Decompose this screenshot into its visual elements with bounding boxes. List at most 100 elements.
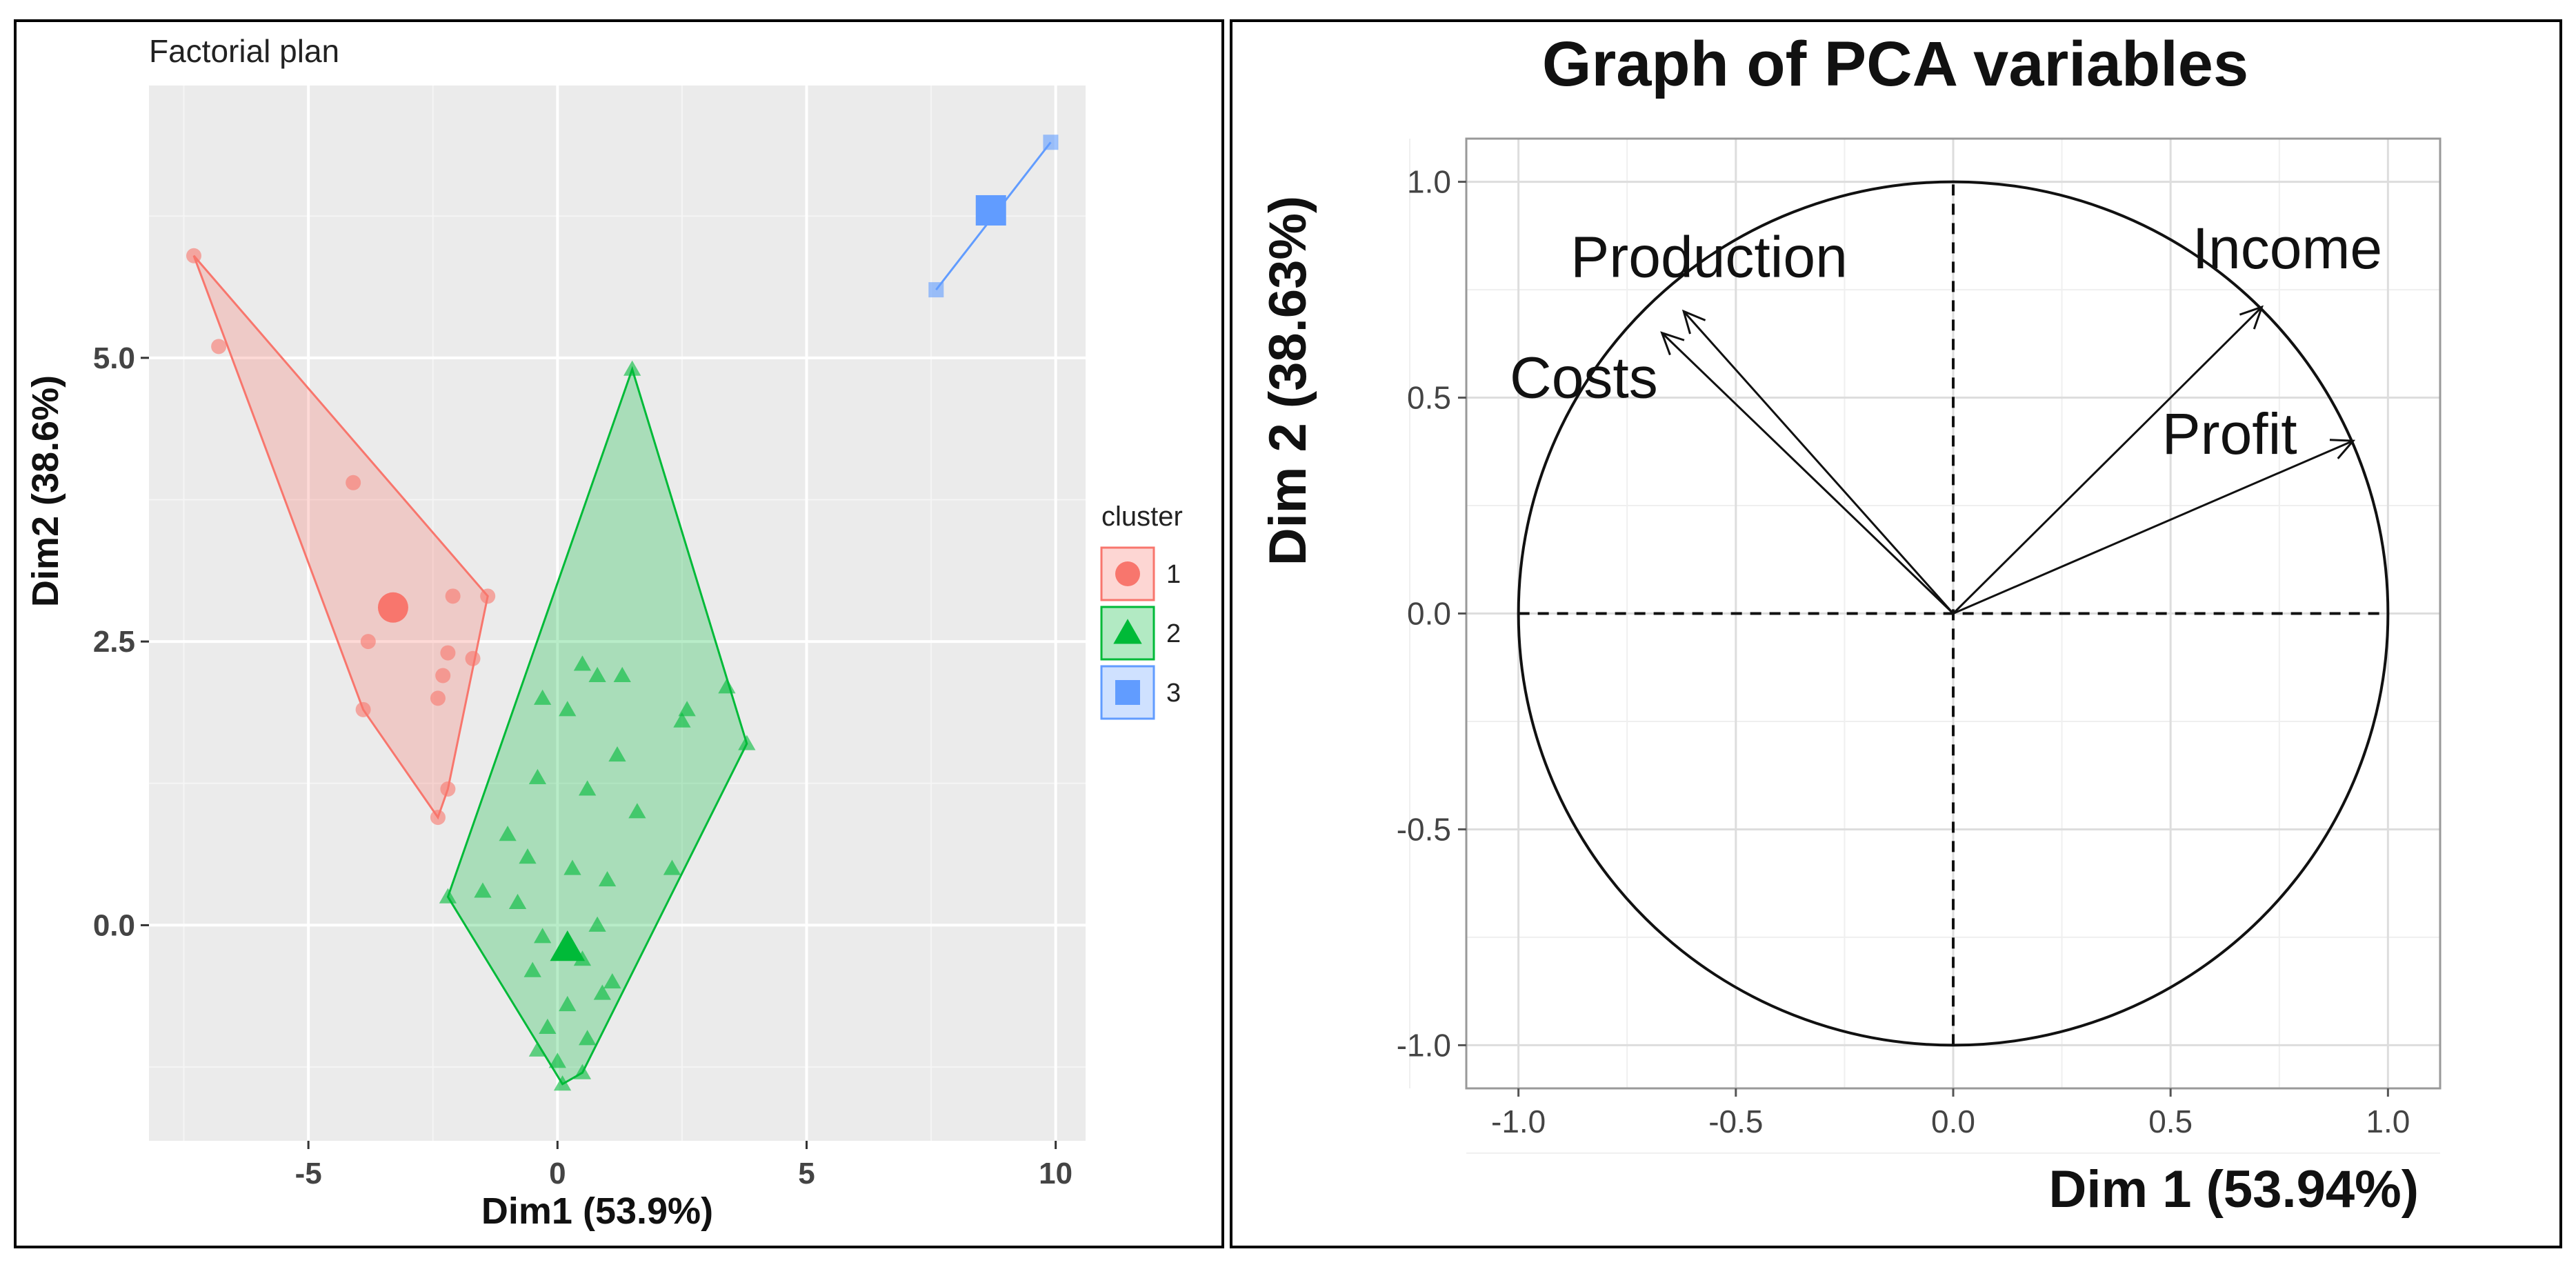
variable-costs: Costs — [1510, 331, 1955, 615]
data-point — [663, 859, 681, 875]
data-point — [628, 803, 646, 819]
cluster-center — [377, 592, 408, 623]
data-point — [623, 360, 641, 376]
plot-area — [149, 86, 1086, 1141]
data-point — [533, 928, 552, 944]
factorial-plan-panel: Factorial plan Dim1 (53.9%) Dim2 (38.6%)… — [14, 19, 1224, 1248]
data-point — [608, 746, 626, 762]
x-tick-label: 10 — [1039, 1157, 1072, 1190]
variable-profit: Profit — [1953, 401, 2356, 615]
data-point — [523, 961, 541, 977]
legend-label: 2 — [1166, 619, 1181, 648]
legend-label: 1 — [1166, 560, 1181, 589]
factorial-plan-chart: Factorial plan Dim1 (53.9%) Dim2 (38.6%)… — [25, 33, 1183, 1232]
data-point — [673, 712, 691, 728]
data-point — [573, 1064, 592, 1079]
legend-marker — [1115, 561, 1140, 586]
data-point — [598, 870, 617, 887]
y-tick-label: 2.5 — [93, 625, 135, 659]
x-tick-label: 0.5 — [2148, 1104, 2193, 1139]
variable-label: Profit — [2162, 401, 2297, 466]
x-tick-label: -5 — [295, 1157, 322, 1190]
chart-title: Factorial plan — [149, 33, 339, 69]
y-tick-label: 0.0 — [1407, 596, 1451, 632]
x-tick-label: 0 — [549, 1157, 566, 1190]
y-tick-label: 0.0 — [93, 908, 135, 942]
data-point — [593, 984, 611, 1000]
x-tick-label: 1.0 — [2366, 1104, 2410, 1139]
data-point — [579, 1030, 597, 1046]
legend-title: cluster — [1101, 501, 1183, 532]
cluster-1 — [186, 248, 496, 826]
variable-production: Production — [1570, 224, 1955, 615]
data-point — [528, 768, 547, 785]
cluster-2 — [439, 360, 756, 1091]
data-point — [718, 678, 736, 694]
data-point — [499, 826, 517, 841]
data-point — [440, 781, 456, 797]
variable-income: Income — [1952, 216, 2382, 615]
data-point — [435, 668, 451, 684]
data-point — [528, 1041, 547, 1057]
plot-background — [149, 86, 1086, 1141]
data-point — [430, 690, 446, 706]
variable-label: Income — [2193, 216, 2382, 281]
cluster-center — [975, 194, 1006, 226]
data-point — [559, 701, 577, 717]
pca-variables-panel: Graph of PCA variables Dim 1 (53.94%) Di… — [1230, 19, 2562, 1248]
data-point — [360, 634, 376, 650]
y-axis-label: Dim 2 (38.63%) — [1259, 196, 1317, 566]
chart-title: Graph of PCA variables — [1542, 29, 2248, 99]
data-point — [588, 666, 606, 682]
data-point — [548, 1052, 566, 1068]
y-tick-label: 1.0 — [1407, 164, 1451, 200]
arrow-head — [2329, 439, 2356, 459]
x-axis-label: Dim 1 (53.94%) — [2049, 1160, 2419, 1219]
data-point — [738, 735, 756, 750]
pca-variables-chart: Graph of PCA variables Dim 1 (53.94%) Di… — [1259, 29, 2442, 1219]
y-tick-label: 5.0 — [93, 341, 135, 375]
data-point — [553, 1075, 572, 1091]
cluster-center — [550, 930, 586, 961]
arrow-head — [1681, 309, 1706, 335]
data-point — [519, 848, 537, 864]
variable-arrow — [1683, 310, 1955, 615]
data-point — [465, 650, 481, 666]
legend: 1 2 3 — [1100, 546, 1181, 720]
data-point — [355, 701, 371, 717]
y-tick-label: -1.0 — [1397, 1027, 1451, 1063]
data-point — [678, 701, 696, 717]
data-point — [559, 995, 577, 1012]
data-point — [211, 339, 227, 355]
data-point — [613, 666, 631, 682]
data-point — [603, 973, 621, 989]
data-point — [439, 888, 457, 904]
variable-label: Costs — [1510, 346, 1658, 410]
legend-label: 3 — [1166, 679, 1181, 708]
y-axis-label: Dim2 (38.6%) — [25, 375, 66, 607]
data-point — [474, 882, 492, 898]
data-point — [508, 893, 527, 910]
data-point — [579, 780, 597, 796]
legend-key — [1100, 665, 1155, 720]
legend-marker — [1113, 619, 1142, 644]
data-point — [539, 1018, 557, 1034]
data-point — [1043, 134, 1059, 150]
y-tick-label: 0.5 — [1407, 380, 1451, 416]
data-point — [563, 859, 581, 875]
data-point — [480, 588, 496, 604]
data-point — [430, 810, 446, 826]
cluster-3 — [928, 134, 1059, 298]
data-point — [588, 916, 606, 932]
plot-area: Production Costs Income Profit — [1409, 137, 2442, 1154]
x-axis-label: Dim1 (53.9%) — [481, 1190, 713, 1232]
data-point — [928, 282, 944, 298]
data-point — [573, 655, 592, 671]
arrow-head — [2239, 305, 2264, 330]
arrow-head — [1660, 331, 1685, 356]
y-tick-label: -0.5 — [1397, 811, 1451, 847]
data-point — [186, 248, 202, 263]
data-point — [533, 689, 552, 705]
legend-marker — [1115, 680, 1140, 705]
variable-arrow — [1952, 306, 2263, 615]
